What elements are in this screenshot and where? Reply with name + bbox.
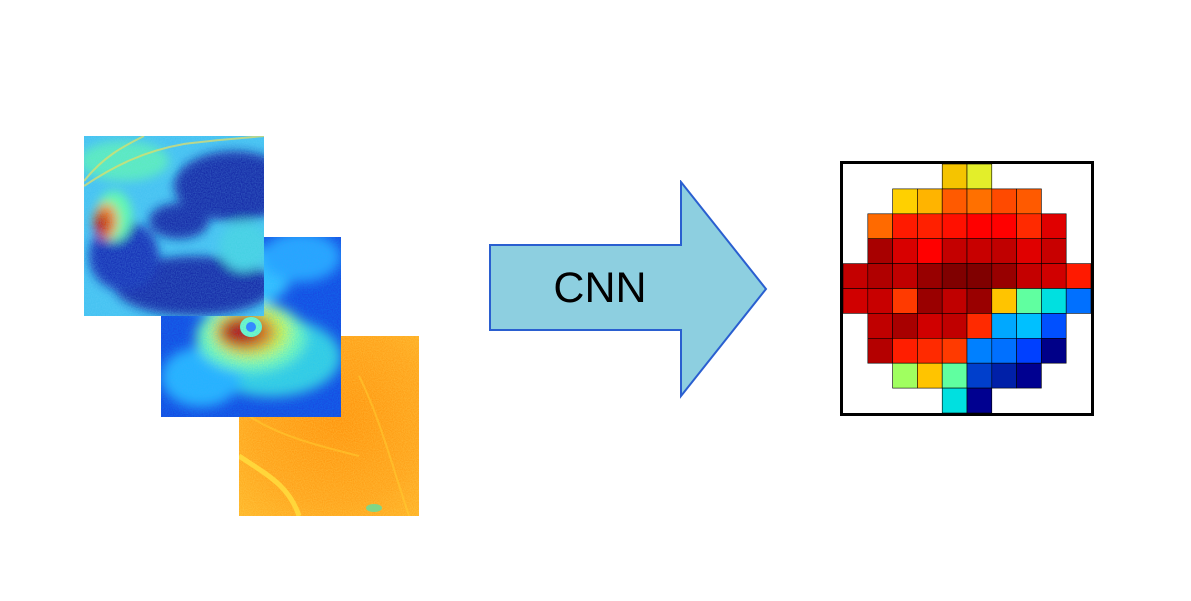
grid-cell-5-7 [1016, 288, 1042, 314]
grid-cell-9-5 [966, 387, 993, 414]
grid-cell-5-5 [966, 288, 993, 314]
grid-cell-3-4 [941, 238, 968, 264]
grid-cells [842, 163, 1092, 414]
grid-cell-5-6 [991, 288, 1017, 314]
grid-cell-8-4 [941, 362, 968, 389]
grid-cell-4-7 [1016, 263, 1042, 289]
grid-cell-6-6 [991, 313, 1017, 339]
grid-cell-7-1 [867, 338, 893, 364]
grid-cell-5-4 [941, 288, 968, 314]
grid-cell-6-2 [892, 313, 918, 339]
grid-cell-2-5 [966, 213, 993, 239]
grid-cell-7-8 [1041, 338, 1067, 364]
grid-cell-5-1 [867, 288, 893, 314]
grid-cell-6-3 [917, 313, 943, 339]
grid-cell-7-4 [941, 338, 968, 364]
grid-cell-7-5 [966, 338, 993, 364]
grid-cell-4-0 [842, 263, 869, 289]
grid-cell-1-5 [966, 188, 993, 215]
grid-cell-2-4 [941, 213, 968, 239]
grid-cell-3-2 [892, 238, 918, 264]
grid-cell-8-2 [892, 362, 918, 389]
grid-cell-5-2 [892, 288, 918, 314]
grid-cell-8-3 [917, 362, 943, 389]
grid-cell-5-9 [1065, 288, 1092, 314]
grid-cell-6-4 [941, 313, 968, 339]
grid-cell-8-7 [1016, 362, 1042, 389]
grid-cell-6-1 [867, 313, 893, 339]
grid-cell-4-4 [941, 263, 968, 289]
grid-cell-7-6 [991, 338, 1017, 364]
grid-cell-1-3 [917, 188, 943, 215]
grid-cell-9-4 [941, 387, 968, 414]
cnn-label: CNN [553, 264, 646, 312]
grid-cell-4-3 [917, 263, 943, 289]
input-map-optic-disc [84, 136, 264, 316]
grid-cell-4-6 [991, 263, 1017, 289]
grid-cell-8-6 [991, 362, 1017, 389]
arrow-shape [489, 179, 768, 399]
grid-cell-2-6 [991, 213, 1017, 239]
output-grid [840, 161, 1094, 421]
grid-cell-8-5 [966, 362, 993, 389]
grid-cell-2-1 [867, 213, 893, 239]
grid-cell-5-3 [917, 288, 943, 314]
grid-cell-6-8 [1041, 313, 1067, 339]
grid-cell-4-1 [867, 263, 893, 289]
grid-cell-6-7 [1016, 313, 1042, 339]
grid-cell-7-7 [1016, 338, 1042, 364]
grid-cell-0-5 [966, 163, 993, 190]
grid-cell-5-0 [842, 288, 869, 314]
grid-cell-3-6 [991, 238, 1017, 264]
grid-cell-2-8 [1041, 213, 1067, 239]
grid-cell-1-4 [941, 188, 968, 215]
cnn-arrow: CNN [488, 179, 770, 405]
grid-cell-3-3 [917, 238, 943, 264]
grid-cell-1-2 [892, 188, 918, 215]
grid-cell-7-2 [892, 338, 918, 364]
grid-cell-4-8 [1041, 263, 1067, 289]
grid-cell-2-2 [892, 213, 918, 239]
grid-cell-1-6 [991, 188, 1017, 215]
grid-cell-3-8 [1041, 238, 1067, 264]
grid-cell-4-9 [1065, 263, 1092, 289]
grid-cell-7-3 [917, 338, 943, 364]
grid-cell-2-3 [917, 213, 943, 239]
grid-cell-4-2 [892, 263, 918, 289]
grid-cell-1-7 [1016, 188, 1042, 215]
grid-cell-4-5 [966, 263, 993, 289]
grid-cell-2-7 [1016, 213, 1042, 239]
grid-cell-0-4 [941, 163, 968, 190]
grid-cell-3-1 [867, 238, 893, 264]
grid-cell-3-5 [966, 238, 993, 264]
grid-cell-3-7 [1016, 238, 1042, 264]
grid-cell-5-8 [1041, 288, 1067, 314]
grid-cell-6-5 [966, 313, 993, 339]
